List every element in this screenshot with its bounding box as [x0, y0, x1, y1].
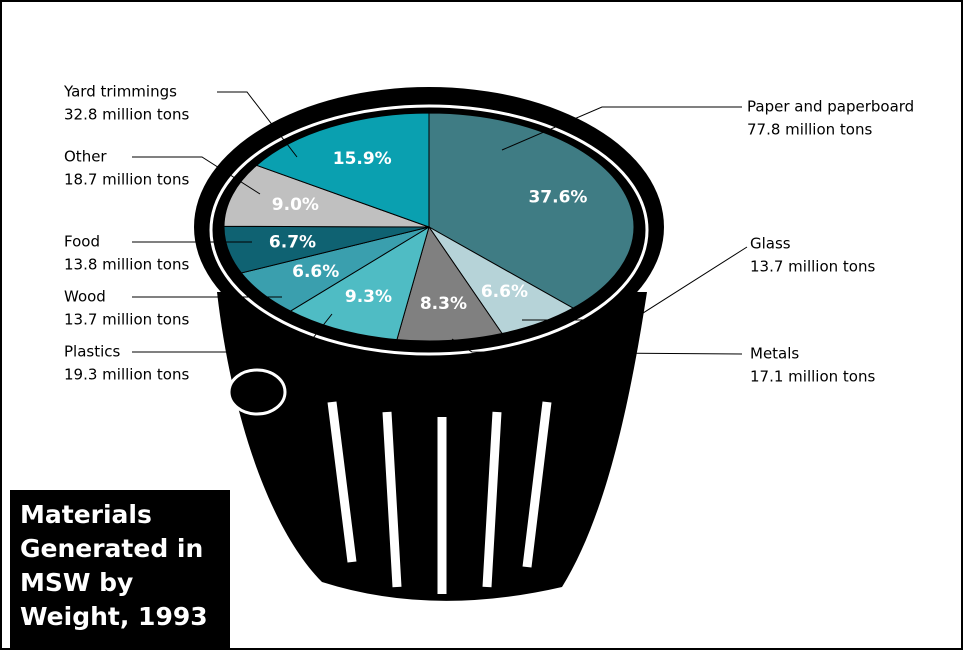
value-label: 6.6%: [481, 282, 528, 302]
value-label: 8.3%: [420, 294, 467, 314]
detail-label: 13.8 million tons: [64, 256, 189, 274]
value-label: 15.9%: [333, 149, 392, 169]
value-label: 6.6%: [292, 262, 339, 282]
detail-label: 13.7 million tons: [750, 258, 875, 276]
detail-label: 77.8 million tons: [747, 121, 872, 139]
category-label: Other: [64, 148, 107, 166]
value-label: 6.7%: [269, 233, 316, 253]
detail-label: 18.7 million tons: [64, 171, 189, 189]
category-label: Food: [64, 233, 100, 251]
category-label: Yard trimmings: [63, 83, 177, 101]
category-label: Wood: [64, 288, 106, 306]
value-label: 9.3%: [345, 287, 392, 307]
detail-label: 13.7 million tons: [64, 311, 189, 329]
detail-label: 17.1 million tons: [750, 368, 875, 386]
category-label: Glass: [750, 235, 791, 253]
category-label: Plastics: [64, 343, 121, 361]
chart-title: Materials Generated in MSW by Weight, 19…: [10, 490, 230, 650]
category-label: Paper and paperboard: [747, 98, 914, 116]
detail-label: 32.8 million tons: [64, 106, 189, 124]
page: 37.6% 6.6% 8.3% 9.3% 6.6% 6.7% 9.0% 15.9% Paper …: [0, 0, 963, 650]
detail-label: 19.3 million tons: [64, 366, 189, 384]
category-label: Metals: [750, 345, 799, 363]
value-label: 9.0%: [272, 195, 319, 215]
value-label: 37.6%: [528, 188, 587, 208]
